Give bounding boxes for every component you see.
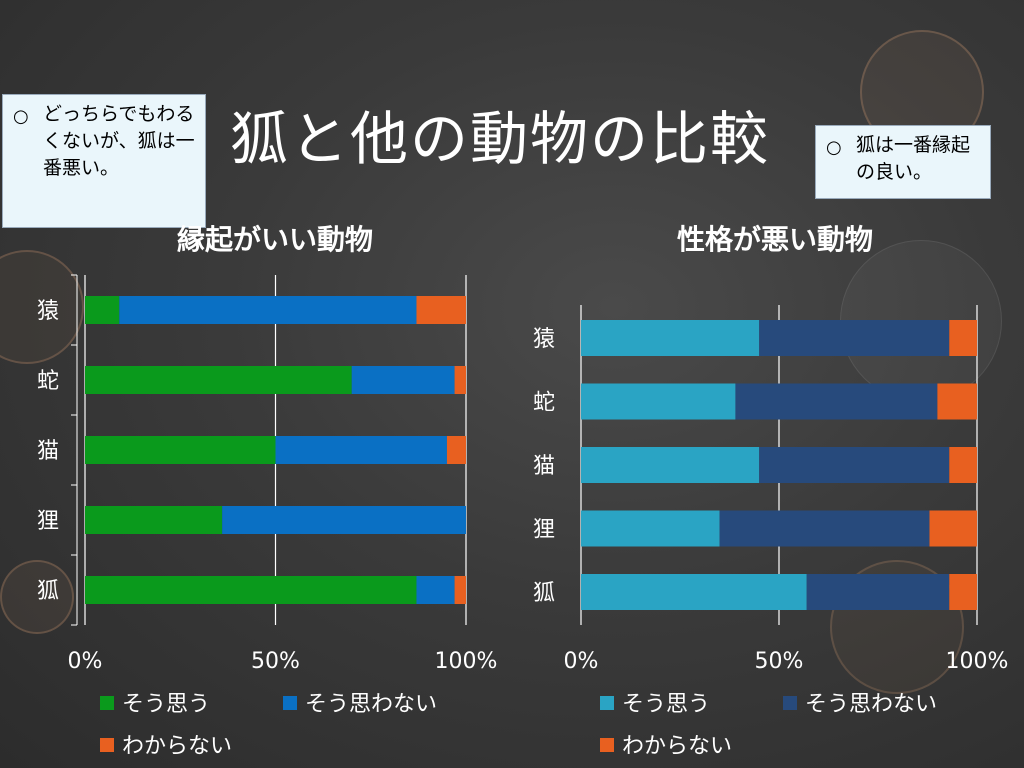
slide-title: 狐と他の動物の比較 [230, 105, 771, 173]
right-bar-yes [581, 510, 720, 547]
legend-label: そう思う [622, 692, 711, 717]
right-bar-unknown [949, 320, 977, 356]
left-x-tick-label: 100% [435, 649, 498, 674]
left-bar-yes [85, 576, 417, 604]
left-bar-yes [85, 436, 276, 464]
left-bar-unknown [416, 296, 466, 324]
right-bar-no [719, 510, 930, 547]
left-chart-title: 縁起がいい動物 [176, 223, 373, 256]
right-bar-no [735, 383, 938, 420]
legend-label: わからない [122, 734, 233, 759]
legend-label: そう思う [122, 692, 211, 717]
legend-swatch [100, 738, 114, 752]
right-bar-yes [581, 320, 760, 356]
right-bar-no [806, 574, 950, 610]
legend-swatch [600, 738, 614, 752]
left-x-tick-label: 50% [251, 649, 300, 674]
right-bar-unknown [949, 447, 977, 483]
right-category-label: 狐 [533, 581, 555, 606]
legend-swatch [100, 696, 114, 710]
left-bar-yes [85, 366, 352, 394]
right-bar-yes [581, 574, 807, 610]
left-bar-no [351, 366, 455, 394]
bullet-icon: ○ [13, 106, 29, 127]
left-bar-yes [85, 296, 120, 324]
legend-swatch [600, 696, 614, 710]
right-bar-unknown [929, 510, 977, 547]
right-x-tick-label: 0% [564, 649, 599, 674]
left-category-label: 猫 [37, 439, 59, 464]
right-legend-no: そう思わない [783, 686, 937, 718]
left-bar-no [416, 576, 455, 604]
left-bar-unknown [446, 436, 466, 464]
left-bar-unknown [454, 576, 466, 604]
legend-label: そう思わない [305, 692, 438, 717]
right-category-label: 猿 [533, 327, 555, 352]
right-bar-unknown [949, 574, 977, 610]
left-x-tick-label: 0% [68, 649, 103, 674]
legend-swatch [783, 696, 797, 710]
note-left-text: どっちらでもわるくないが、狐は一番悪い。 [43, 103, 195, 179]
right-x-tick-label: 100% [946, 649, 1009, 674]
left-category-label: 狐 [37, 579, 59, 604]
right-bar-no [759, 447, 950, 483]
left-bar-unknown [454, 366, 466, 394]
right-legend-yes: そう思う [600, 686, 710, 718]
right-category-label: 狸 [533, 518, 555, 543]
left-category-label: 狸 [37, 509, 59, 534]
right-legend-unknown: わからない [600, 728, 732, 760]
legend-label: そう思わない [805, 692, 938, 717]
right-bar-unknown [937, 383, 977, 420]
left-category-label: 猿 [37, 299, 59, 324]
left-legend-yes: そう思う [100, 686, 210, 718]
legend-label: わからない [622, 734, 733, 759]
note-right: ○ 狐は一番縁起の良い。 [815, 125, 991, 199]
left-category-label: 蛇 [37, 369, 59, 394]
left-legend-no: そう思わない [283, 686, 437, 718]
right-bar-no [759, 320, 950, 356]
legend-swatch [283, 696, 297, 710]
bullet-icon: ○ [826, 137, 842, 158]
right-category-label: 猫 [533, 454, 555, 479]
right-bar-yes [581, 383, 736, 420]
right-x-tick-label: 50% [755, 649, 804, 674]
left-legend-unknown: わからない [100, 728, 232, 760]
note-right-text: 狐は一番縁起の良い。 [856, 134, 971, 183]
right-category-label: 蛇 [533, 391, 555, 416]
right-bar-yes [581, 447, 760, 483]
left-bar-no [275, 436, 447, 464]
right-chart-title: 性格が悪い動物 [676, 223, 873, 256]
left-bar-no [222, 506, 466, 534]
left-bar-no [119, 296, 417, 324]
note-left: ○ どっちらでもわるくないが、狐は一番悪い。 [2, 94, 206, 228]
left-bar-yes [85, 506, 223, 534]
